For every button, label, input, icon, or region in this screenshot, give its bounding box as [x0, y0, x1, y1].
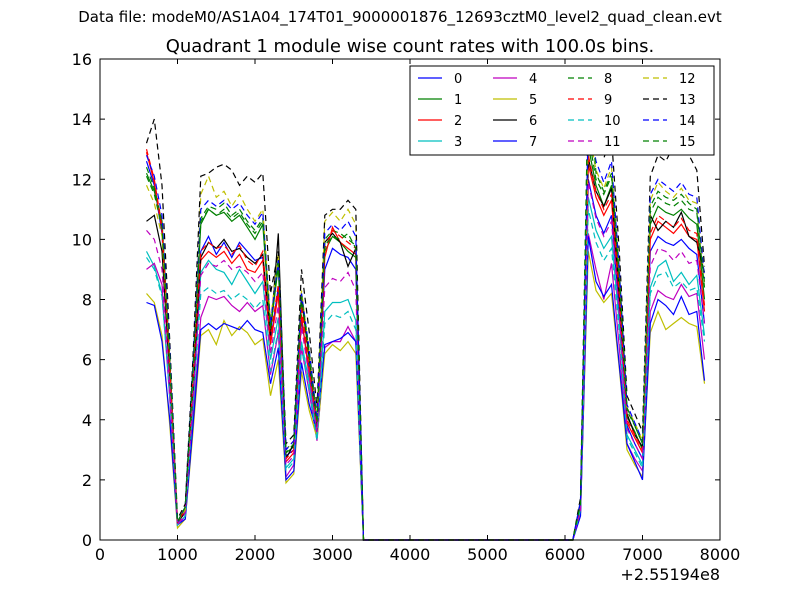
legend-label-12: 12	[679, 72, 696, 87]
y-tick-label: 8	[82, 291, 92, 310]
x-tick-label: 3000	[312, 545, 353, 564]
legend-label-8: 8	[604, 72, 612, 87]
y-tick-label: 4	[82, 411, 92, 430]
legend-label-6: 6	[529, 114, 537, 129]
x-tick-label: 5000	[467, 545, 508, 564]
x-tick-label: 0	[95, 545, 105, 564]
legend-label-15: 15	[679, 135, 696, 150]
x-tick-label: 4000	[390, 545, 431, 564]
legend-label-13: 13	[679, 93, 696, 108]
legend-label-14: 14	[679, 114, 696, 129]
x-tick-label: 6000	[545, 545, 586, 564]
legend-label-5: 5	[529, 93, 537, 108]
y-tick-label: 10	[72, 230, 92, 249]
legend-label-4: 4	[529, 72, 537, 87]
figure-suptitle: Data file: modeM0/AS1A04_174T01_90000018…	[78, 8, 722, 26]
x-tick-label: 7000	[622, 545, 663, 564]
legend-box	[409, 65, 715, 156]
legend-label-0: 0	[454, 72, 462, 87]
y-tick-label: 12	[72, 170, 92, 189]
x-axis-offset-label: +2.55194e8	[620, 565, 720, 584]
y-tick-label: 2	[82, 471, 92, 490]
series-line-15	[145, 76, 706, 541]
series-layer	[145, 76, 706, 541]
y-tick-label: 6	[82, 351, 92, 370]
y-tick-label: 16	[72, 50, 92, 69]
ticks-layer: 0 1000 2000 3000 4000 5000 6000 7000 80000246810…	[72, 50, 741, 564]
legend-label-1: 1	[454, 93, 462, 108]
x-tick-label: 8000	[700, 545, 741, 564]
legend-label-2: 2	[454, 114, 462, 129]
series-line-9	[145, 149, 706, 541]
legend-label-10: 10	[604, 114, 621, 129]
series-line-11	[146, 182, 706, 541]
y-tick-label: 14	[72, 110, 92, 129]
y-tick-label: 0	[82, 531, 92, 550]
chart-title: Quadrant 1 module wise count rates with …	[165, 36, 655, 57]
series-line-10	[145, 209, 706, 541]
x-tick-label: 1000	[157, 545, 198, 564]
legend-label-7: 7	[529, 135, 537, 150]
legend-label-9: 9	[604, 93, 612, 108]
legend-label-3: 3	[454, 135, 462, 150]
x-tick-label: 2000	[235, 545, 276, 564]
series-line-7	[146, 236, 706, 541]
legend-label-11: 11	[604, 135, 621, 150]
